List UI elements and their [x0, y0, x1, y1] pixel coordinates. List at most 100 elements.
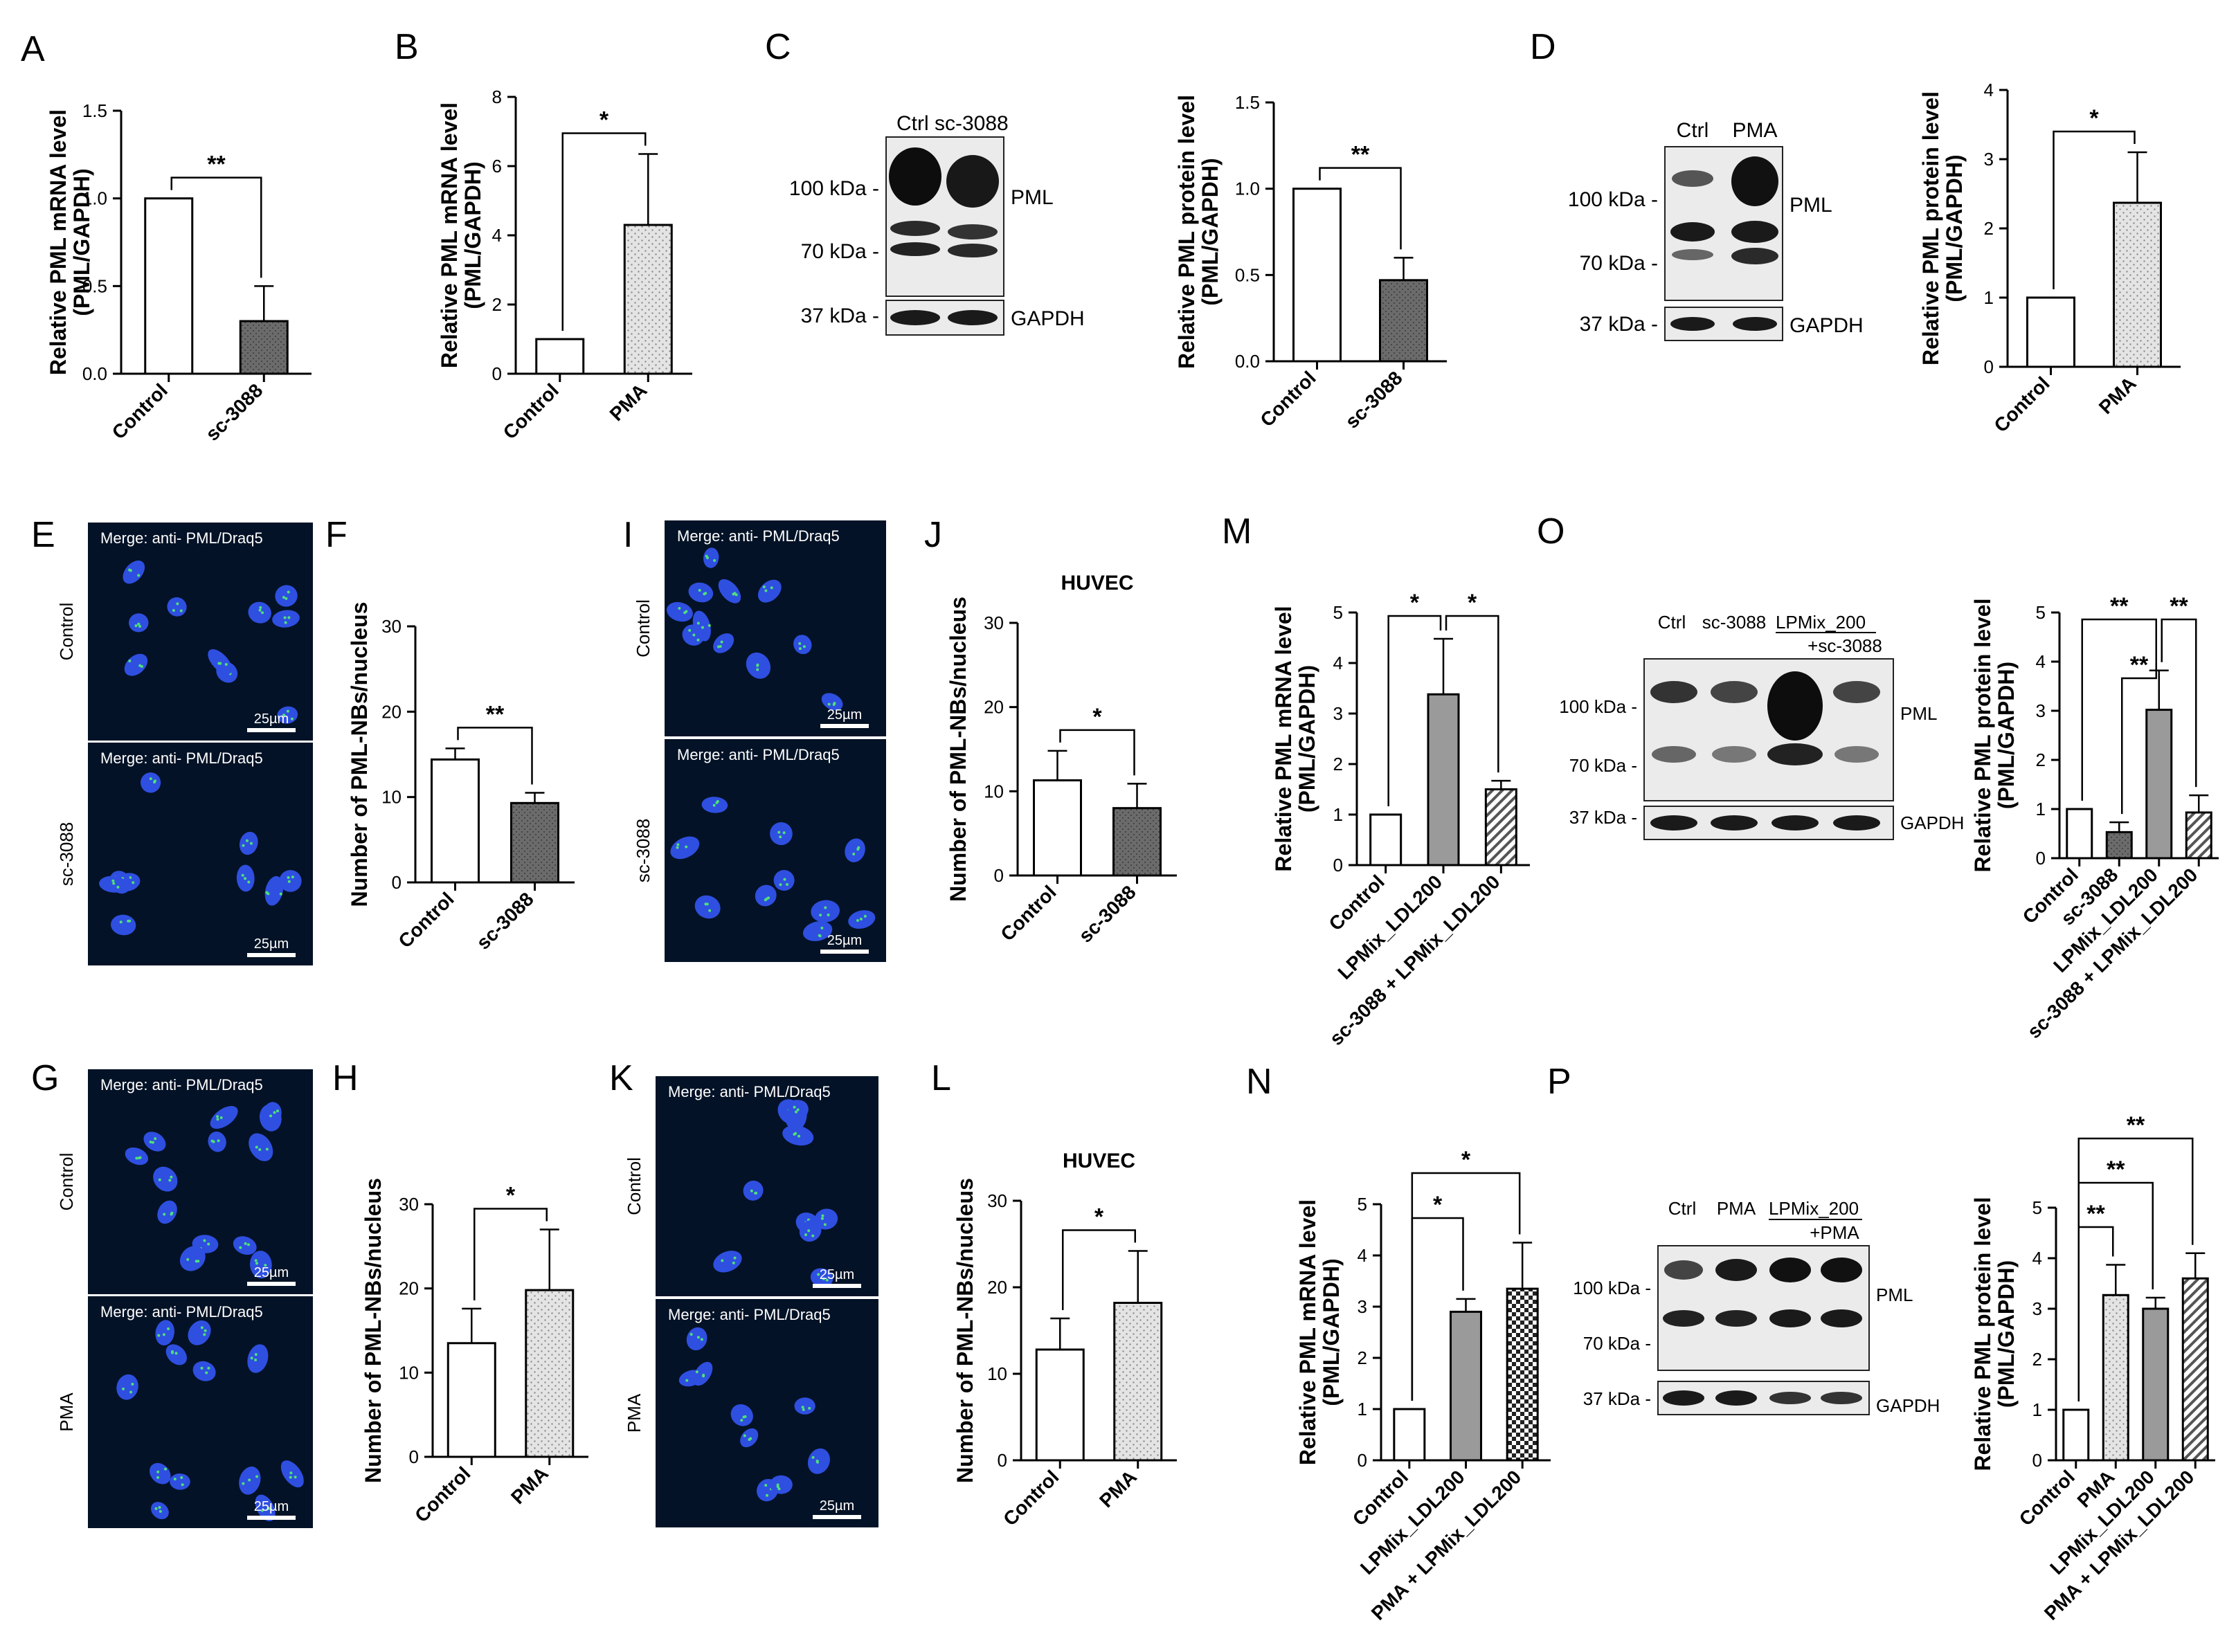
x-tick-label: PMA: [1095, 1466, 1141, 1512]
significance-marker: **: [2110, 593, 2129, 619]
y-tick-label: 0: [2036, 848, 2046, 869]
pml-speckle: [154, 1137, 157, 1141]
blot-band: [1652, 746, 1696, 763]
blot-band: [1769, 1309, 1811, 1327]
bar-sc-3088-lpmix-ldl200: [1484, 788, 1517, 866]
significance-bracket: [1445, 615, 1499, 773]
blot-band: [1833, 681, 1880, 703]
blot-band: [1731, 221, 1778, 243]
pml-speckle: [740, 1419, 743, 1422]
scale-bar: [247, 953, 296, 957]
y-tick-label: 2: [1333, 754, 1343, 774]
pml-speckle: [721, 1259, 724, 1262]
pml-speckle: [265, 891, 269, 894]
pml-speckle: [207, 1242, 210, 1246]
significance-bracket: [457, 727, 533, 785]
bar-sc-3088: [1379, 279, 1428, 363]
pml-speckle: [132, 881, 135, 884]
bar-control: [1393, 1408, 1426, 1462]
pml-speckle: [154, 1507, 158, 1510]
bar-control: [144, 197, 194, 375]
bar-control: [535, 338, 585, 375]
nucleus: [188, 1320, 211, 1345]
pml-speckle: [811, 1234, 815, 1237]
bar-pma: [623, 224, 673, 375]
blot-lane-label: Ctrl: [1658, 612, 1686, 633]
x-tick-label: Control: [996, 881, 1060, 945]
y-tick-label: 5: [2032, 1197, 2042, 1218]
y-axis-label: Number of PML-NBs/nucleus: [347, 602, 372, 907]
pml-speckle: [678, 606, 681, 610]
nucleus: [249, 1133, 273, 1161]
pml-speckle: [212, 1140, 215, 1143]
blot-band: [948, 224, 998, 239]
pml-speckle: [134, 624, 138, 628]
pml-speckle: [777, 1487, 781, 1491]
pml-speckle: [244, 1242, 247, 1245]
y-axis-label: (PML/GAPDH): [460, 161, 485, 309]
bar-chart-f: 0 10 20 30 Number of PML-NBs/nucleus Control s…: [347, 602, 575, 954]
pml-speckle: [170, 1175, 173, 1179]
nucleus: [210, 1106, 238, 1129]
blot-band-label: GAPDH: [1789, 314, 1864, 337]
pml-speckle: [255, 1145, 258, 1149]
blot-band: [1715, 1390, 1757, 1406]
panel-letter-f: F: [325, 515, 348, 555]
blot-band: [1670, 222, 1715, 242]
pml-speckle: [168, 1179, 172, 1182]
panel-letter-h: H: [332, 1058, 359, 1098]
y-axis-label: (PML/GAPDH): [1994, 662, 2019, 809]
micrograph-condition-label: sc-3088: [633, 819, 653, 883]
x-tick-label: Control: [1990, 372, 2053, 436]
blot-marker: 70 kDa -: [1569, 755, 1637, 776]
y-tick-label: 3: [2036, 700, 2046, 721]
blot-band-label: PML: [1900, 703, 1937, 724]
blot-band: [1821, 1309, 1862, 1327]
significance-bracket: [1411, 1172, 1521, 1401]
pml-speckle: [151, 1141, 154, 1144]
pml-speckle: [163, 1467, 167, 1471]
pml-speckle: [863, 914, 867, 918]
pml-speckle: [707, 624, 711, 627]
bar-pma: [2113, 201, 2162, 368]
nucleus: [703, 547, 719, 568]
blot-band: [1821, 1258, 1862, 1282]
pml-speckle: [245, 839, 249, 842]
bar-chart-o: 0 1 2 3 4 5 Relative PML protein level(PML/GAP…: [1970, 593, 2219, 1042]
pml-speckle: [762, 586, 766, 589]
y-tick-label: 0: [392, 872, 402, 893]
pml-speckle: [279, 892, 282, 896]
blot-band: [1650, 815, 1697, 830]
y-tick-label: 0: [492, 363, 502, 384]
bar-chart-p: 0 1 2 3 4 5 Relative PML protein level(PML/GAP…: [1970, 1112, 2215, 1624]
pml-speckle: [244, 877, 247, 880]
pml-speckle: [254, 1358, 258, 1361]
micrograph-condition-label: Control: [633, 599, 653, 657]
bar-control: [431, 758, 480, 884]
bar-control: [1033, 779, 1082, 877]
pml-speckle: [777, 830, 781, 834]
blot-marker: 70 kDa -: [1583, 1333, 1651, 1354]
significance-marker: **: [2170, 593, 2188, 619]
scale-bar: [247, 1516, 296, 1520]
y-tick-label: 0.5: [82, 275, 107, 296]
blot-lane-label: LPMix_200: [1769, 1198, 1859, 1219]
pml-speckle: [112, 882, 116, 885]
y-axis-label: (PML/GAPDH): [1319, 1258, 1344, 1406]
y-tick-label: 5: [1333, 602, 1343, 623]
y-tick-label: 30: [987, 1190, 1007, 1211]
y-axis-label: (PML/GAPDH): [1942, 154, 1967, 302]
nucleus: [143, 1132, 166, 1152]
panel-letter-l: L: [931, 1058, 951, 1098]
y-axis-label: Relative PML mRNA level: [1295, 1199, 1320, 1465]
significance-bracket: [1387, 615, 1442, 806]
blot-band-label: PML: [1789, 194, 1832, 217]
pml-speckle: [764, 589, 768, 592]
blot-marker: 37 kDa -: [1580, 313, 1658, 336]
scale-bar: [820, 724, 869, 728]
micrograph-background: [88, 523, 313, 741]
pml-speckle: [273, 1111, 276, 1114]
nucleus: [275, 585, 298, 607]
bar-lpmix-ldl200: [2142, 1307, 2170, 1462]
bar-lpmix-ldl200: [2145, 709, 2173, 860]
